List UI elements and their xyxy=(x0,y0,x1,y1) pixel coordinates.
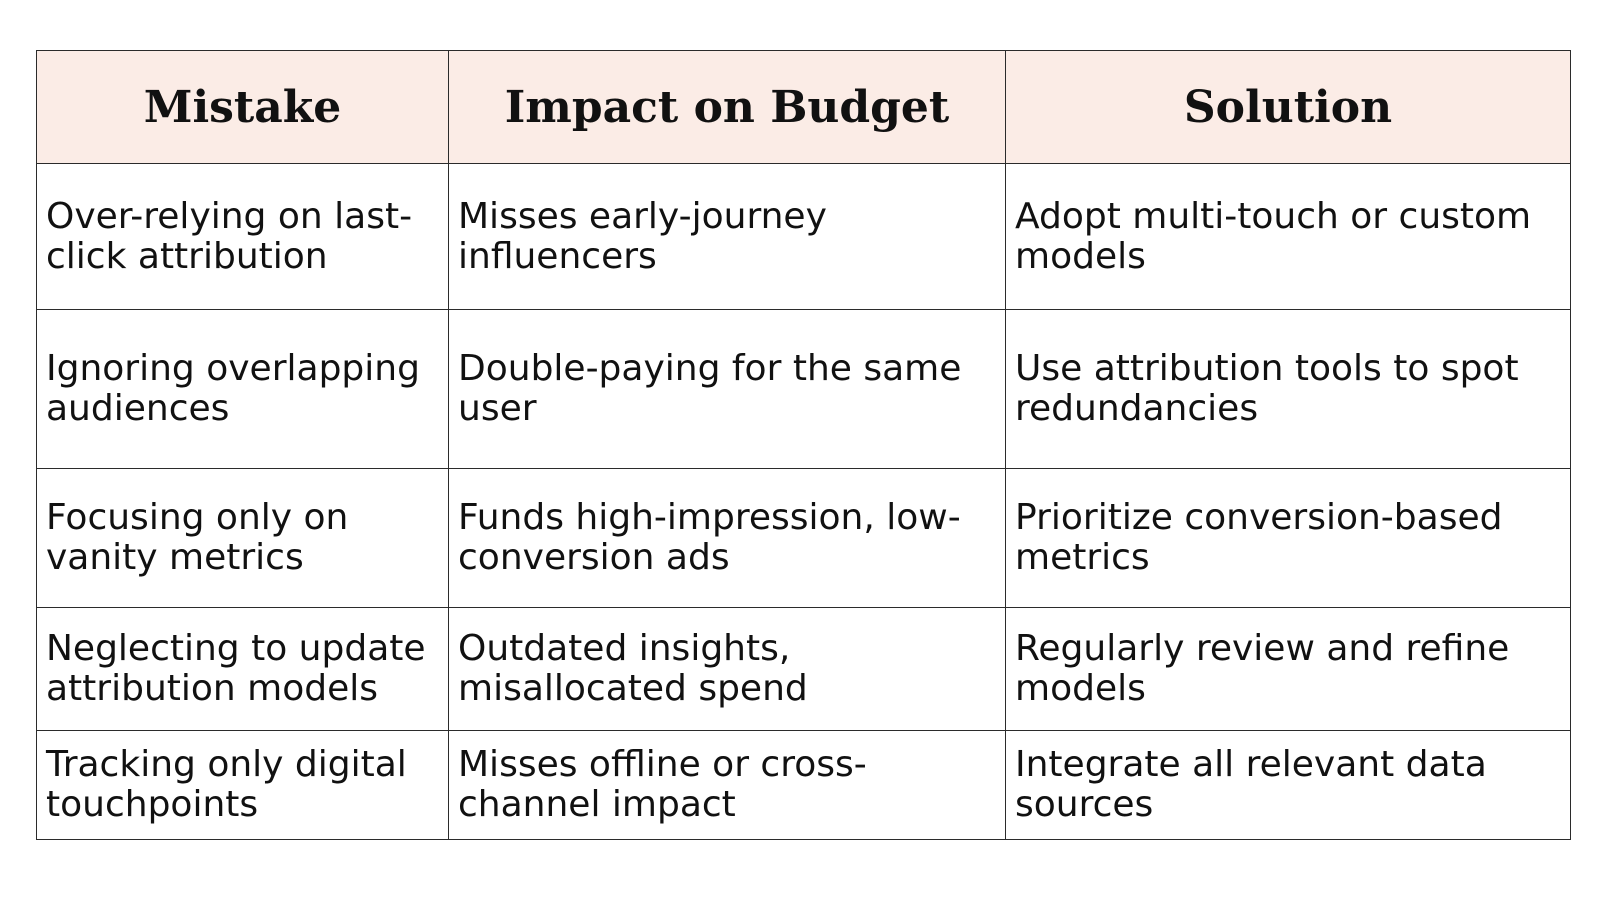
header-mistake: Mistake xyxy=(36,50,449,164)
mistakes-table: Mistake Impact on Budget Solution Over-r… xyxy=(36,50,1571,840)
cell-impact: Misses offline or cross-channel impact xyxy=(448,730,1006,840)
comparison-table-container: Mistake Impact on Budget Solution Over-r… xyxy=(36,50,1571,840)
cell-impact: Double-paying for the same user xyxy=(448,309,1006,469)
cell-impact: Outdated insights, misallocated spend xyxy=(448,607,1006,731)
table-row: Over-relying on last-click attribution M… xyxy=(36,163,1571,310)
table-header-row: Mistake Impact on Budget Solution xyxy=(36,50,1571,164)
table-row: Tracking only digital touchpoints Misses… xyxy=(36,730,1571,840)
cell-mistake: Over-relying on last-click attribution xyxy=(36,163,449,310)
cell-mistake: Tracking only digital touchpoints xyxy=(36,730,449,840)
table-row: Focusing only on vanity metrics Funds hi… xyxy=(36,468,1571,608)
header-solution: Solution xyxy=(1005,50,1571,164)
cell-solution: Adopt multi-touch or custom models xyxy=(1005,163,1571,310)
table-row: Ignoring overlapping audiences Double-pa… xyxy=(36,309,1571,469)
cell-mistake: Neglecting to update attribution models xyxy=(36,607,449,731)
header-impact-on-budget: Impact on Budget xyxy=(448,50,1006,164)
cell-impact: Funds high-impression, low-conversion ad… xyxy=(448,468,1006,608)
cell-mistake: Ignoring overlapping audiences xyxy=(36,309,449,469)
cell-solution: Integrate all relevant data sources xyxy=(1005,730,1571,840)
cell-solution: Prioritize conversion-based metrics xyxy=(1005,468,1571,608)
cell-impact: Misses early-journey influencers xyxy=(448,163,1006,310)
cell-mistake: Focusing only on vanity metrics xyxy=(36,468,449,608)
table-row: Neglecting to update attribution models … xyxy=(36,607,1571,731)
cell-solution: Regularly review and refine models xyxy=(1005,607,1571,731)
cell-solution: Use attribution tools to spot redundanci… xyxy=(1005,309,1571,469)
